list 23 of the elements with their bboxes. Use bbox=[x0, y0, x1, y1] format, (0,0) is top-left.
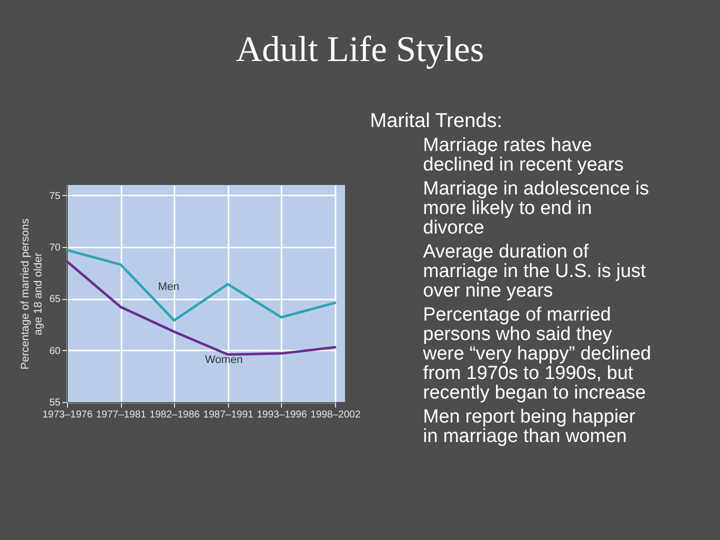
series-label: Women bbox=[205, 354, 243, 366]
chart-title: Adult Life Styles bbox=[236, 29, 484, 69]
text: Average duration of marriage in the U.S. is just over nine years bbox=[423, 242, 647, 302]
x-tick-label: 1987–1991 bbox=[203, 410, 254, 420]
x-tick-label: 1998–2002 bbox=[310, 410, 361, 420]
text: Marriage rates have declined in recent years bbox=[423, 135, 624, 176]
text: Percentage of married persons who said they were “very happy” declined from 1970s to 1990s, but recently began to increase bbox=[422, 304, 652, 404]
line-series bbox=[66, 260, 336, 356]
y-tick-label: 65 bbox=[49, 294, 61, 306]
y-tick-label: 70 bbox=[49, 242, 61, 254]
text: Marriage in adolescence is more likely to end in divorce bbox=[423, 178, 650, 238]
y-tick-label: 60 bbox=[49, 346, 61, 357]
y-axis-title: Percentage of married persons age 18 and older bbox=[19, 218, 44, 370]
series-label: Men bbox=[158, 281, 180, 293]
x-tick-label: 1982–1986 bbox=[150, 410, 200, 420]
text: Men report being happier in marriage than women bbox=[423, 406, 636, 447]
x-tick-label: 1973–1976 bbox=[42, 410, 93, 420]
line-series bbox=[66, 248, 336, 322]
x-tick-label: 1993–1996 bbox=[256, 410, 308, 420]
y-tick-label: 55 bbox=[49, 398, 61, 408]
text: Marital Trends: bbox=[370, 110, 502, 132]
y-tick-label: 75 bbox=[49, 190, 61, 202]
x-tick-label: 1977–1981 bbox=[96, 410, 147, 420]
